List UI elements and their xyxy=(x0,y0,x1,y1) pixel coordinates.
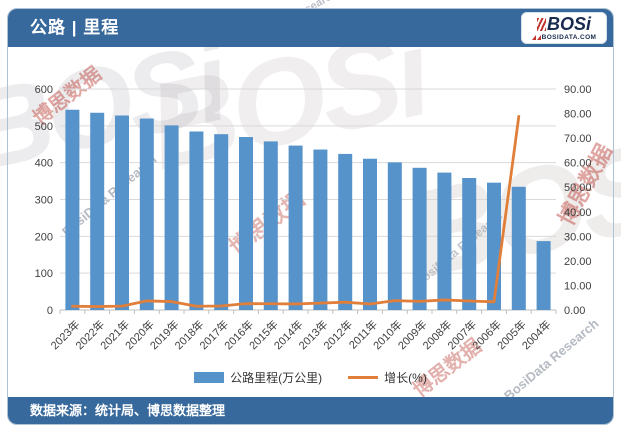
bar-2011年 xyxy=(363,158,377,310)
bar-2017年 xyxy=(214,134,229,310)
right-axis-tick: 40.00 xyxy=(564,207,592,219)
bar-2019年 xyxy=(164,125,179,310)
left-axis-tick: 600 xyxy=(35,84,53,96)
logo-triangle-icon xyxy=(531,35,536,40)
bar-2010年 xyxy=(387,162,402,310)
logo-stripes-icon xyxy=(536,17,546,31)
right-axis-tick: 50.00 xyxy=(564,182,592,194)
bar-2006年 xyxy=(487,182,501,310)
right-axis-tick: 0.00 xyxy=(564,305,585,317)
logo-triangle-icon xyxy=(536,35,541,40)
right-axis-tick: 70.00 xyxy=(564,133,592,145)
left-axis-tick: 400 xyxy=(35,158,53,170)
right-axis-tick: 80.00 xyxy=(564,109,592,121)
page-title: 公路 | 里程 xyxy=(30,18,120,37)
mileage-growth-chart: 0 100 200 300 400 500 600 0.00 10.00 20.00 30.00 40… xyxy=(35,84,592,352)
logo-text: BOSi xyxy=(546,14,591,34)
bar-2015年 xyxy=(263,141,278,310)
bar-2007年 xyxy=(462,178,477,310)
chart-legend: 公路里程(万公里) 增长(%) xyxy=(8,369,613,386)
right-axis-tick: 20.00 xyxy=(564,256,592,268)
legend-bar-swatch xyxy=(194,372,225,383)
left-axis-tick: 100 xyxy=(35,268,53,280)
legend-item-growth: 增长(%) xyxy=(348,369,427,386)
left-axis-tick: 200 xyxy=(35,231,53,243)
legend-item-mileage: 公路里程(万公里) xyxy=(194,369,322,386)
bar-2018年 xyxy=(189,131,204,310)
right-axis-tick: 10.00 xyxy=(564,280,592,292)
bar-2005年 xyxy=(511,186,526,310)
bar-2008年 xyxy=(437,172,452,310)
right-axis-tick: 30.00 xyxy=(564,231,592,243)
data-source-text: 数据来源：统计局、博思数据整理 xyxy=(30,403,226,418)
legend-bar-label: 公路里程(万公里) xyxy=(230,371,323,385)
bar-2022年 xyxy=(90,112,105,310)
left-axis-tick: 0 xyxy=(47,305,53,317)
bar-2009年 xyxy=(412,167,427,310)
bosi-logo: BOSi BOSIDATA.COM xyxy=(521,12,607,44)
bar-2014年 xyxy=(288,145,303,310)
growth-line xyxy=(71,115,521,308)
bosi-logo-top: BOSi xyxy=(536,14,591,34)
right-axis-tick: 90.00 xyxy=(564,84,592,96)
legend-line-label: 增长(%) xyxy=(384,371,427,385)
right-axis-tick: 60.00 xyxy=(564,158,592,170)
left-axis-tick: 500 xyxy=(35,121,53,133)
bar-2021年 xyxy=(115,115,129,310)
header-bar: 公路 | 里程 BOSi BOSIDATA.COM xyxy=(8,9,613,47)
bar-2012年 xyxy=(338,153,353,310)
left-axis-tick: 300 xyxy=(35,195,53,207)
bar-2016年 xyxy=(239,137,253,310)
chart-card: 公路 | 里程 BOSi BOSIDATA.COM 0 100 200 300 400 5… xyxy=(7,8,614,425)
bar-2020年 xyxy=(139,118,154,310)
bar-2013年 xyxy=(313,149,328,310)
bosi-logo-bottom: BOSIDATA.COM xyxy=(531,34,597,41)
bar-2023年 xyxy=(65,109,80,310)
chart-area: 0 100 200 300 400 500 600 0.00 10.00 20.00 30.00 40… xyxy=(16,51,614,373)
logo-subtext: BOSIDATA.COM xyxy=(541,34,597,41)
bar-2004年 xyxy=(536,241,551,310)
footer-bar: 数据来源：统计局、博思数据整理 xyxy=(8,397,613,424)
legend-line-swatch xyxy=(348,376,379,379)
